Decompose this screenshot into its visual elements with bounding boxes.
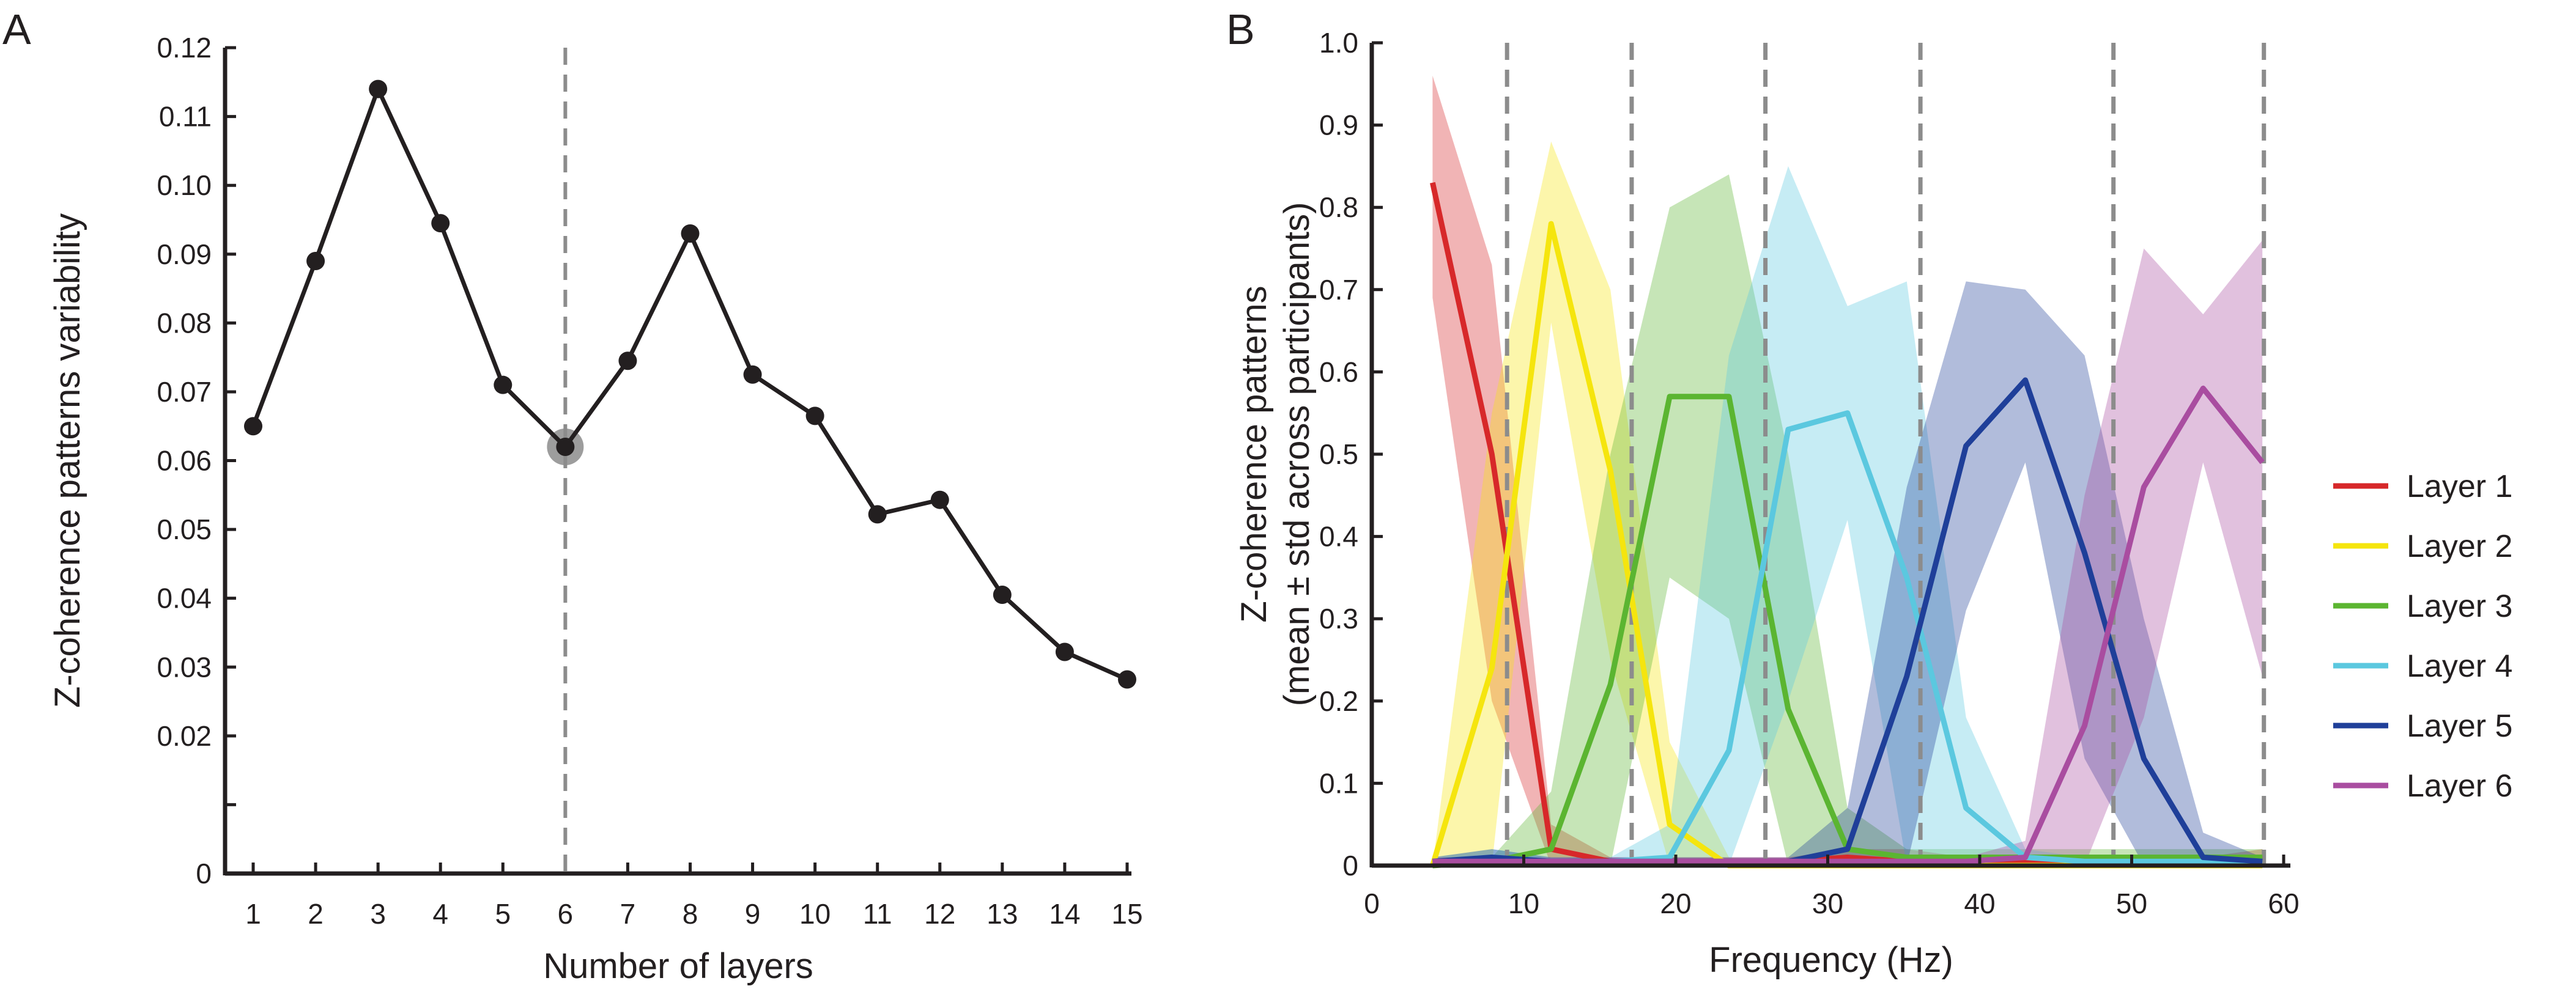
x-tick-label: 8 bbox=[683, 898, 698, 930]
std-band-layer-5 bbox=[1432, 281, 2263, 866]
x-tick-label: 10 bbox=[799, 898, 831, 930]
y-tick-label: 0.4 bbox=[1319, 521, 1358, 553]
data-point bbox=[743, 365, 762, 384]
data-point bbox=[868, 505, 887, 524]
y-tick-label: 0.05 bbox=[157, 513, 212, 545]
x-tick-label: 50 bbox=[2116, 888, 2147, 919]
y-tick-label: 0.03 bbox=[157, 651, 212, 683]
panel-a-label: A bbox=[2, 6, 31, 53]
y-tick-label: 0.1 bbox=[1319, 767, 1358, 799]
legend-label: Layer 2 bbox=[2407, 529, 2512, 564]
y-axis-label-line1: Z-coherence patterns bbox=[1234, 285, 1274, 622]
x-tick-label: 5 bbox=[495, 898, 511, 930]
x-tick-label: 2 bbox=[308, 898, 324, 930]
y-tick-label: 0.3 bbox=[1319, 603, 1358, 635]
legend-label: Layer 3 bbox=[2407, 589, 2512, 624]
y-tick-label: 0 bbox=[196, 858, 212, 889]
data-point bbox=[1117, 670, 1136, 689]
x-tick-label: 12 bbox=[924, 898, 955, 930]
y-tick-label: 0.09 bbox=[157, 238, 212, 270]
y-tick-label: 0.04 bbox=[157, 583, 212, 614]
data-point bbox=[618, 351, 637, 370]
x-axis-label: Frequency (Hz) bbox=[1709, 940, 1953, 980]
y-tick-label: 0.10 bbox=[157, 169, 212, 201]
data-point bbox=[369, 79, 388, 98]
y-tick-label: 0 bbox=[1342, 850, 1358, 881]
x-tick-label: 10 bbox=[1508, 888, 1539, 919]
y-tick-label: 0.9 bbox=[1319, 109, 1358, 141]
y-tick-label: 0.12 bbox=[157, 32, 212, 64]
y-axis-label: Z-coherence patterns variability bbox=[48, 213, 87, 708]
x-tick-label: 4 bbox=[432, 898, 448, 930]
x-axis-label: Number of layers bbox=[543, 946, 813, 986]
data-point bbox=[556, 438, 575, 457]
x-tick-label: 3 bbox=[370, 898, 386, 930]
y-tick-label: 0.6 bbox=[1319, 356, 1358, 388]
legend-label: Layer 6 bbox=[2407, 768, 2512, 804]
x-tick-label: 40 bbox=[1964, 888, 1995, 919]
y-tick-label: 0.06 bbox=[157, 445, 212, 477]
y-tick-label: 0.02 bbox=[157, 720, 212, 752]
chart-a: 0 0.02 0.03 0.04 0.05 0.06 0.07 0.08 0.09 0.10 0.1… bbox=[48, 32, 1143, 986]
x-tick-label: 0 bbox=[1364, 888, 1380, 919]
data-point bbox=[681, 224, 700, 243]
data-point bbox=[1055, 642, 1074, 661]
x-tick-label: 20 bbox=[1660, 888, 1691, 919]
y-axis-label-line2: (mean ± std across participants) bbox=[1277, 202, 1317, 707]
y-tick-label: 0.8 bbox=[1319, 191, 1358, 223]
data-point bbox=[494, 375, 513, 394]
x-tick-label: 13 bbox=[986, 898, 1018, 930]
data-point bbox=[244, 417, 262, 436]
legend-label: Layer 4 bbox=[2407, 649, 2512, 684]
data-point bbox=[930, 490, 949, 509]
panel-b-label: B bbox=[1226, 6, 1255, 53]
chart-b: 0 0.1 0.2 0.3 0.4 0.5 0.6 0.7 0.8 0.9 1.0 0 10 20 30 40… bbox=[1234, 27, 2512, 980]
y-tick-label: 0.5 bbox=[1319, 438, 1358, 470]
std-band-layer-4 bbox=[1432, 166, 2263, 866]
legend-label: Layer 1 bbox=[2407, 469, 2512, 504]
y-tick-label: 0.11 bbox=[159, 101, 212, 133]
y-tick-label: 1.0 bbox=[1319, 27, 1358, 59]
legend: Layer 1 Layer 2 Layer 3 Layer 4 Layer 5 Layer… bbox=[2333, 469, 2512, 804]
legend-label: Layer 5 bbox=[2407, 708, 2512, 744]
y-tick-label: 0.2 bbox=[1319, 685, 1358, 717]
x-tick-label: 11 bbox=[863, 898, 892, 930]
x-tick-label: 60 bbox=[2268, 888, 2299, 919]
x-tick-label: 30 bbox=[1812, 888, 1843, 919]
data-point bbox=[431, 214, 450, 233]
y-tick-label: 0.7 bbox=[1319, 274, 1358, 306]
x-tick-label: 1 bbox=[245, 898, 261, 930]
y-tick-label: 0.07 bbox=[157, 376, 212, 408]
x-tick-label: 15 bbox=[1111, 898, 1142, 930]
data-point bbox=[306, 252, 325, 271]
x-tick-label: 7 bbox=[620, 898, 636, 930]
std-band-layer-3 bbox=[1432, 174, 2263, 866]
mean-line-layer-6 bbox=[1432, 385, 2265, 864]
x-tick-label: 14 bbox=[1049, 898, 1080, 930]
std-band-layer-2 bbox=[1432, 141, 2263, 866]
std-band-layer-6 bbox=[1432, 240, 2263, 866]
data-point bbox=[805, 407, 824, 425]
x-tick-label: 9 bbox=[745, 898, 761, 930]
y-tick-label: 0.08 bbox=[157, 307, 212, 339]
data-point bbox=[993, 586, 1012, 605]
x-tick-label: 6 bbox=[558, 898, 574, 930]
